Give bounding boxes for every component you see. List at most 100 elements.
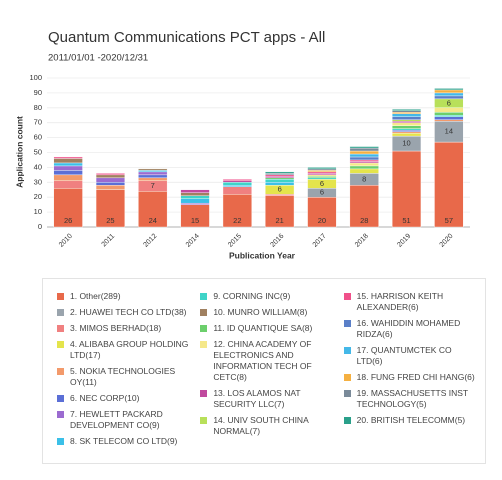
bar-segment: [392, 130, 421, 131]
bar-segment: [223, 182, 252, 185]
legend-swatch: [57, 411, 64, 418]
legend-swatch: [344, 417, 351, 424]
legend-item[interactable]: 11. ID QUANTIQUE SA(8): [200, 323, 333, 334]
legend-item[interactable]: 13. LOS ALAMOS NAT SECURITY LLC(7): [200, 388, 333, 410]
bar-segment: [350, 151, 379, 154]
y-tick-label: 80: [34, 103, 42, 112]
bar-segment: [434, 117, 463, 120]
data-label: 20: [318, 216, 326, 225]
bar-segment: [392, 132, 421, 133]
legend-item[interactable]: 17. QUANTUMCTEK CO LTD(6): [344, 345, 477, 367]
y-tick-label: 90: [34, 88, 42, 97]
data-label: 28: [360, 216, 368, 225]
legend-item[interactable]: 12. CHINA ACADEMY OF ELECTRONICS AND INF…: [200, 339, 333, 383]
bar-segment: [54, 163, 83, 166]
bar-segment: [223, 187, 252, 194]
bar-segment: [54, 166, 83, 170]
bar-segment: [308, 172, 337, 173]
legend-item[interactable]: 6. NEC CORP(10): [57, 393, 190, 404]
legend-item[interactable]: 3. MIMOS BERHAD(18): [57, 323, 190, 334]
legend-label: 8. SK TELECOM CO LTD(9): [70, 436, 177, 447]
bar-segment: [392, 114, 421, 117]
legend-item[interactable]: 20. BRITISH TELECOMM(5): [344, 415, 477, 426]
x-tick-label: 2012: [143, 233, 159, 249]
legend-item[interactable]: 19. MASSACHUSETTS INST TECHNOLOGY(5): [344, 388, 477, 410]
bar-segment: [265, 182, 294, 185]
legend-item[interactable]: 2. HUAWEI TECH CO LTD(38): [57, 307, 190, 318]
bar-segment: [350, 163, 379, 166]
legend-item[interactable]: 8. SK TELECOM CO LTD(9): [57, 436, 190, 447]
legend-label: 16. WAHIDDIN MOHAMED RIDZA(6): [357, 318, 477, 340]
bar-segment: [434, 112, 463, 115]
legend-item[interactable]: 4. ALIBABA GROUP HOLDING LTD(17): [57, 339, 190, 361]
bar-segment: [265, 194, 294, 195]
data-label: 24: [149, 216, 157, 225]
bar-segment: [96, 185, 125, 189]
bar-segment: [350, 161, 379, 162]
bar-segment: [434, 96, 463, 99]
chart-subtitle: 2011/01/01 -2020/12/31: [48, 53, 148, 64]
data-label: 6: [320, 188, 324, 197]
legend-label: 3. MIMOS BERHAD(18): [70, 323, 161, 334]
legend-item[interactable]: 15. HARRISON KEITH ALEXANDER(6): [344, 291, 477, 313]
legend-item[interactable]: 10. MUNRO WILLIAM(8): [200, 307, 333, 318]
bar-segment: [392, 111, 421, 112]
bar-segment: [350, 160, 379, 161]
legend: 1. Other(289) 2. HUAWEI TECH CO LTD(38) 3.…: [42, 278, 486, 464]
y-axis-title: Application count: [14, 116, 24, 188]
legend-swatch: [200, 309, 207, 316]
legend-label: 15. HARRISON KEITH ALEXANDER(6): [357, 291, 477, 313]
legend-item[interactable]: 18. FUNG FRED CHI HANG(6): [344, 372, 477, 383]
bar-segment: [54, 175, 83, 181]
legend-item[interactable]: 14. UNIV SOUTH CHINA NORMAL(7): [200, 415, 333, 437]
legend-item[interactable]: 16. WAHIDDIN MOHAMED RIDZA(6): [344, 318, 477, 340]
bar-segment: [350, 166, 379, 169]
x-tick-label: 2018: [354, 233, 370, 249]
bar-segment: [96, 182, 125, 185]
bar-segment: [392, 112, 421, 113]
data-label: 6: [447, 98, 451, 107]
bar-segment: [138, 169, 167, 170]
legend-swatch: [200, 341, 207, 348]
data-label: 25: [106, 216, 114, 225]
bar-segment: [138, 172, 167, 175]
y-tick-label: 70: [34, 118, 42, 127]
bar-segment: [392, 121, 421, 122]
bar-segment: [308, 173, 337, 174]
legend-swatch: [57, 438, 64, 445]
legend-item[interactable]: 7. HEWLETT PACKARD DEVELOPMENT CO(9): [57, 409, 190, 431]
legend-label: 7. HEWLETT PACKARD DEVELOPMENT CO(9): [70, 409, 190, 431]
legend-label: 10. MUNRO WILLIAM(8): [213, 307, 307, 318]
legend-item[interactable]: 5. NOKIA TECHNOLOGIES OY(11): [57, 366, 190, 388]
bar-segment: [308, 178, 337, 179]
bar-segment: [392, 126, 421, 129]
y-tick-label: 40: [34, 162, 42, 171]
bar-segment: [308, 175, 337, 176]
legend-column: 15. HARRISON KEITH ALEXANDER(6) 16. WAHID…: [344, 291, 477, 457]
bar-segment: [265, 176, 294, 177]
bar-segment: [138, 175, 167, 178]
bar-segment: [265, 173, 294, 174]
legend-item[interactable]: 9. CORNING INC(9): [200, 291, 333, 302]
chart: Quantum Communications PCT apps - All 20…: [0, 0, 502, 278]
bar-segment: [265, 178, 294, 179]
bar-segment: [392, 123, 421, 126]
legend-swatch: [344, 374, 351, 381]
chart-title: Quantum Communications PCT apps - All: [48, 29, 325, 46]
bar-segment: [181, 196, 210, 199]
legend-label: 19. MASSACHUSETTS INST TECHNOLOGY(5): [357, 388, 477, 410]
legend-label: 14. UNIV SOUTH CHINA NORMAL(7): [213, 415, 333, 437]
legend-label: 20. BRITISH TELECOMM(5): [357, 415, 465, 426]
x-tick-label: 2017: [312, 233, 328, 249]
data-label: 51: [402, 216, 410, 225]
legend-item[interactable]: 1. Other(289): [57, 291, 190, 302]
page: Quantum Communications PCT apps - All 20…: [0, 0, 502, 480]
bar-segment: [434, 142, 463, 227]
legend-label: 18. FUNG FRED CHI HANG(6): [357, 372, 475, 383]
bar-segment: [350, 147, 379, 148]
y-tick-label: 0: [38, 222, 42, 231]
data-label: 26: [64, 216, 72, 225]
bar-segment: [181, 203, 210, 204]
x-tick-label: 2020: [439, 233, 455, 249]
bar-segment: [138, 170, 167, 171]
